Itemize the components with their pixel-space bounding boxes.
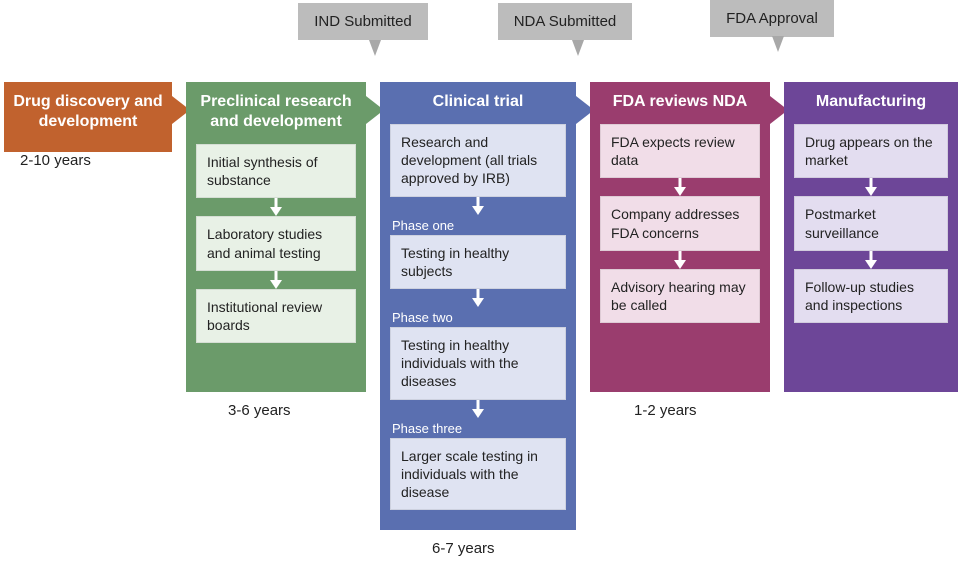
stage-body-manufacturing: Drug appears on the market Postmarket sur…: [784, 124, 958, 335]
down-arrow-icon: [390, 197, 566, 215]
down-arrow-icon: [600, 251, 760, 269]
step-box: Larger scale testing in individuals with…: [390, 438, 566, 511]
stage-title-discovery: Drug discovery and development: [4, 82, 172, 144]
down-arrow-icon: [794, 178, 948, 196]
step-box: Advisory hearing may be called: [600, 269, 760, 323]
phase-label: Phase one: [390, 215, 566, 235]
stage-fda-review: FDA reviews NDAFDA expects review data Co…: [590, 82, 770, 392]
duration-discovery: 2-10 years: [20, 152, 91, 169]
down-arrow-icon: [390, 289, 566, 307]
step-box: Research and development (all trials app…: [390, 124, 566, 197]
stage-body-fda-review: FDA expects review data Company addresses…: [590, 124, 770, 335]
step-box: Institutional review boards: [196, 289, 356, 343]
stage-body-clinical: Research and development (all trials app…: [380, 124, 576, 522]
drug-approval-flowchart: IND Submitted NDA Submitted FDA Approval Dr…: [0, 0, 962, 583]
step-box: Laboratory studies and animal testing: [196, 216, 356, 270]
step-box: Postmarket surveillance: [794, 196, 948, 250]
step-box: Initial synthesis of substance: [196, 144, 356, 198]
down-arrow-icon: [390, 400, 566, 418]
duration-preclinical: 3-6 years: [228, 402, 291, 419]
milestone-ind: IND Submitted: [298, 3, 428, 40]
stage-title-preclinical: Preclinical research and development: [186, 82, 366, 144]
step-box: FDA expects review data: [600, 124, 760, 178]
stage-body-preclinical: Initial synthesis of substance Laboratory…: [186, 144, 366, 355]
phase-label: Phase two: [390, 307, 566, 327]
stage-title-manufacturing: Manufacturing: [784, 82, 958, 124]
stage-preclinical: Preclinical research and developmentInit…: [186, 82, 366, 392]
stage-discovery: Drug discovery and development: [4, 82, 172, 152]
phase-label: Phase three: [390, 418, 566, 438]
duration-clinical: 6-7 years: [432, 540, 495, 557]
milestone-arrow-fda: [772, 36, 784, 52]
down-arrow-icon: [600, 178, 760, 196]
stage-title-clinical: Clinical trial: [380, 82, 576, 124]
step-box: Follow-up studies and inspections: [794, 269, 948, 323]
step-box: Company addresses FDA concerns: [600, 196, 760, 250]
stage-clinical: Clinical trialResearch and development (…: [380, 82, 576, 530]
down-arrow-icon: [196, 271, 356, 289]
down-arrow-icon: [196, 198, 356, 216]
stage-title-fda-review: FDA reviews NDA: [590, 82, 770, 124]
step-box: Testing in healthy subjects: [390, 235, 566, 289]
milestone-nda: NDA Submitted: [498, 3, 632, 40]
step-box: Testing in healthy individuals with the …: [390, 327, 566, 400]
duration-fda-review: 1-2 years: [634, 402, 697, 419]
milestone-arrow-nda: [572, 40, 584, 56]
milestone-fda: FDA Approval: [710, 0, 834, 37]
down-arrow-icon: [794, 251, 948, 269]
stage-manufacturing: ManufacturingDrug appears on the market P…: [784, 82, 958, 392]
step-box: Drug appears on the market: [794, 124, 948, 178]
milestone-arrow-ind: [369, 40, 381, 56]
